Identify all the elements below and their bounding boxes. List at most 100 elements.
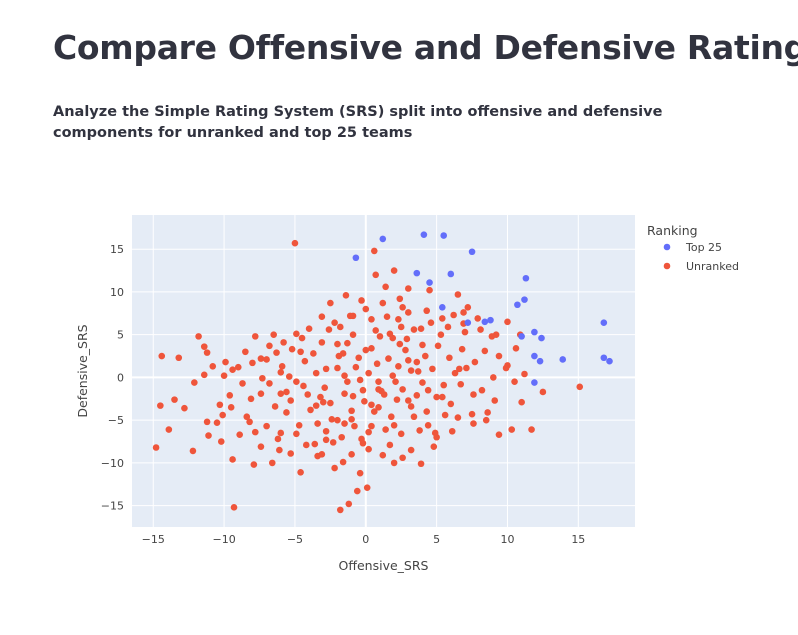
unranked-point[interactable] [345,500,353,508]
unranked-point[interactable] [368,345,375,352]
unranked-point[interactable] [413,358,421,366]
unranked-point[interactable] [414,368,422,375]
top25-point[interactable] [538,334,545,342]
unranked-point[interactable] [358,297,365,304]
top25-point[interactable] [481,318,489,326]
unranked-point[interactable] [370,408,378,415]
unranked-point[interactable] [310,350,317,357]
unranked-point[interactable] [474,315,482,322]
unranked-point[interactable] [334,340,341,348]
unranked-point[interactable] [423,307,431,315]
unranked-point[interactable] [334,416,341,424]
unranked-point[interactable] [373,360,381,368]
unranked-point[interactable] [368,422,375,430]
unranked-point[interactable] [410,413,418,421]
unranked-point[interactable] [348,415,355,423]
top25-point[interactable] [518,333,525,340]
unranked-point[interactable] [314,420,321,427]
unranked-point[interactable] [226,392,234,399]
unranked-point[interactable] [478,386,486,394]
unranked-point[interactable] [181,404,188,412]
unranked-point[interactable] [165,426,173,433]
top25-point[interactable] [606,357,613,365]
unranked-point[interactable] [368,401,375,409]
unranked-point[interactable] [468,410,476,418]
unranked-point[interactable] [416,427,423,434]
unranked-point[interactable] [291,239,299,247]
unranked-point[interactable] [200,371,208,379]
unranked-point[interactable] [403,335,411,343]
unranked-point[interactable] [336,506,344,514]
unranked-point[interactable] [297,468,304,476]
unranked-point[interactable] [481,347,489,355]
unranked-point[interactable] [227,404,235,411]
unranked-point[interactable] [471,358,479,366]
unranked-point[interactable] [430,443,438,450]
unranked-point[interactable] [157,402,164,409]
unranked-point[interactable] [508,426,516,433]
unranked-point[interactable] [460,309,467,316]
legend-item[interactable]: Top 25 [663,241,722,254]
unranked-point[interactable] [404,285,412,292]
unranked-point[interactable] [375,386,382,393]
unranked-point[interactable] [266,342,273,350]
unranked-point[interactable] [528,426,535,433]
unranked-point[interactable] [307,406,314,414]
unranked-point[interactable] [355,354,363,362]
unranked-point[interactable] [344,339,351,347]
unranked-point[interactable] [382,426,389,433]
unranked-point[interactable] [359,439,367,447]
unranked-point[interactable] [298,334,306,342]
unranked-point[interactable] [399,386,406,393]
unranked-point[interactable] [392,378,399,385]
top25-point[interactable] [464,319,472,327]
unranked-point[interactable] [454,414,462,421]
unranked-point[interactable] [327,399,334,407]
top25-point[interactable] [426,279,433,286]
unranked-point[interactable] [348,407,355,415]
unranked-point[interactable] [356,469,364,477]
unranked-point[interactable] [446,354,453,362]
unranked-point[interactable] [502,364,510,372]
unranked-point[interactable] [484,409,491,416]
unranked-point[interactable] [396,295,404,303]
unranked-point[interactable] [203,349,211,356]
unranked-point[interactable] [318,451,326,458]
unranked-point[interactable] [421,352,429,360]
unranked-point[interactable] [362,305,370,313]
top25-point[interactable] [600,319,608,327]
unranked-point[interactable] [311,440,319,448]
unranked-point[interactable] [305,325,313,332]
unranked-point[interactable] [334,364,341,372]
unranked-point[interactable] [490,374,497,381]
unranked-point[interactable] [285,373,293,380]
unranked-point[interactable] [470,391,477,398]
unranked-point[interactable] [390,459,398,467]
unranked-point[interactable] [346,312,354,320]
top25-point[interactable] [521,296,528,303]
unranked-point[interactable] [195,333,202,340]
unranked-point[interactable] [437,331,445,338]
unranked-point[interactable] [322,365,330,373]
unranked-point[interactable] [372,327,380,334]
unranked-point[interactable] [383,313,391,321]
unranked-point[interactable] [328,415,336,423]
unranked-point[interactable] [361,398,368,405]
unranked-point[interactable] [404,397,412,404]
unranked-point[interactable] [348,451,355,458]
unranked-point[interactable] [417,325,425,332]
unranked-point[interactable] [243,413,251,421]
top25-point[interactable] [536,357,544,365]
unranked-point[interactable] [413,392,421,399]
unranked-point[interactable] [397,323,405,331]
unranked-point[interactable] [464,304,472,311]
unranked-point[interactable] [576,383,584,391]
unranked-point[interactable] [424,386,432,394]
top25-point[interactable] [439,304,446,311]
unranked-point[interactable] [376,333,384,340]
unranked-point[interactable] [396,340,404,348]
unranked-point[interactable] [318,339,326,346]
data-points[interactable] [152,231,613,514]
unranked-point[interactable] [266,380,273,387]
unranked-point[interactable] [407,367,415,374]
